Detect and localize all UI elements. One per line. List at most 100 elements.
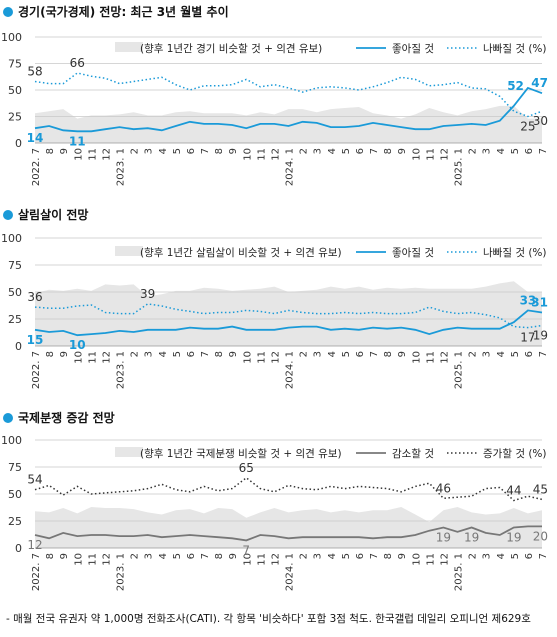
x-tick-label: 12 bbox=[270, 351, 281, 364]
x-tick-label: 4 bbox=[327, 553, 338, 559]
legend-band-label: (향후 1년간 국제분쟁 비슷할 것 + 의견 유보) bbox=[140, 448, 342, 460]
x-tick-label: 12 bbox=[101, 553, 112, 566]
x-tick-label: 2024. 1 bbox=[285, 351, 296, 389]
x-tick-label: 9 bbox=[228, 148, 239, 154]
legend-band-swatch bbox=[115, 447, 143, 457]
x-tick-label: 6 bbox=[524, 351, 535, 357]
x-tick-label: 5 bbox=[172, 553, 183, 559]
x-tick-label: 2 bbox=[468, 148, 479, 154]
y-tick-label: 25 bbox=[8, 313, 22, 326]
series-line-solid bbox=[34, 86, 543, 133]
x-tick-label: 8 bbox=[45, 148, 56, 154]
y-tick-label: 100 bbox=[1, 434, 22, 447]
x-tick-label: 2023. 1 bbox=[116, 351, 127, 389]
x-tick-label: 9 bbox=[59, 553, 70, 559]
x-tick-label: 2 bbox=[299, 351, 310, 357]
x-tick-label: 10 bbox=[73, 148, 84, 161]
x-tick-label: 2022. 7 bbox=[31, 148, 42, 186]
chart-title: 국제분쟁 증감 전망 bbox=[18, 410, 115, 425]
data-label: 19 bbox=[506, 530, 521, 544]
data-label: 25 bbox=[520, 120, 535, 134]
x-tick-label: 9 bbox=[228, 553, 239, 559]
x-tick-label: 6 bbox=[186, 148, 197, 154]
legend-band-swatch bbox=[115, 42, 143, 52]
legend-band-swatch bbox=[115, 246, 143, 256]
x-tick-label: 12 bbox=[101, 148, 112, 161]
x-tick-label: 2 bbox=[130, 148, 141, 154]
data-label: 11 bbox=[69, 134, 86, 148]
x-tick-label: 3 bbox=[482, 351, 493, 357]
x-tick-label: 6 bbox=[186, 553, 197, 559]
x-tick-label: 12 bbox=[101, 351, 112, 364]
legend-dotted-label: 증가할 것 (%) bbox=[483, 448, 547, 460]
y-tick-label: 75 bbox=[8, 259, 22, 272]
y-tick-label: 100 bbox=[1, 31, 22, 44]
chart-title: 경기(국가경제) 전망: 최근 3년 월별 추이 bbox=[18, 4, 229, 19]
footnote: - 매월 전국 유권자 약 1,000명 전화조사(CATI). 각 항목 '비… bbox=[6, 613, 531, 625]
x-tick-label: 2025. 1 bbox=[454, 148, 465, 186]
data-label: 44 bbox=[506, 483, 521, 497]
title-bullet-icon bbox=[3, 413, 13, 423]
x-tick-label: 5 bbox=[172, 148, 183, 154]
y-tick-label: 75 bbox=[8, 461, 22, 474]
legend: (향후 1년간 경기 비슷할 것 + 의견 유보) 좋아질 것 나빠질 것 (%) bbox=[115, 42, 547, 55]
x-tick-label: 2 bbox=[130, 553, 141, 559]
x-tick-label: 7 bbox=[369, 148, 380, 154]
x-tick-label: 7 bbox=[369, 351, 380, 357]
x-tick-label: 10 bbox=[411, 148, 422, 161]
data-label: 20 bbox=[533, 529, 548, 543]
x-tick-label: 2023. 1 bbox=[116, 148, 127, 186]
x-tick-label: 2 bbox=[299, 148, 310, 154]
data-label: 15 bbox=[27, 333, 44, 347]
x-tick-label: 9 bbox=[228, 351, 239, 357]
x-tick-label: 5 bbox=[172, 351, 183, 357]
x-tick-label: 8 bbox=[45, 351, 56, 357]
x-tick-label: 11 bbox=[425, 351, 436, 364]
x-tick-label: 9 bbox=[397, 351, 408, 357]
x-tick-label: 4 bbox=[496, 148, 507, 154]
x-tick-label: 8 bbox=[45, 553, 56, 559]
data-label: 10 bbox=[69, 338, 86, 352]
y-tick-label: 25 bbox=[8, 111, 22, 124]
x-tick-label: 9 bbox=[59, 148, 70, 154]
band-area bbox=[35, 105, 542, 143]
x-tick-label: 2025. 1 bbox=[454, 351, 465, 389]
x-tick-label: 4 bbox=[327, 351, 338, 357]
data-label: 33 bbox=[520, 293, 537, 307]
x-tick-label: 3 bbox=[144, 351, 155, 357]
series-line-dotted bbox=[34, 72, 543, 118]
x-tick-label: 12 bbox=[270, 553, 281, 566]
x-tick-label: 6 bbox=[524, 148, 535, 154]
x-tick-label: 2 bbox=[299, 553, 310, 559]
data-label: 14 bbox=[27, 131, 44, 145]
data-label: 19 bbox=[436, 530, 451, 544]
data-label: 45 bbox=[533, 482, 548, 496]
title-bullet-icon bbox=[3, 7, 13, 17]
legend-dotted-label: 나빠질 것 (%) bbox=[483, 247, 547, 259]
data-label: 7 bbox=[242, 543, 250, 557]
x-tick-label: 8 bbox=[214, 148, 225, 154]
x-tick-label: 12 bbox=[439, 553, 450, 566]
x-tick-label: 8 bbox=[214, 351, 225, 357]
x-tick-label: 11 bbox=[256, 148, 267, 161]
x-tick-label: 3 bbox=[144, 553, 155, 559]
x-tick-label: 2 bbox=[468, 351, 479, 357]
x-tick-label: 4 bbox=[496, 553, 507, 559]
x-tick-label: 9 bbox=[397, 148, 408, 154]
y-tick-label: 0 bbox=[15, 340, 22, 353]
x-tick-label: 11 bbox=[87, 148, 98, 161]
x-tick-label: 4 bbox=[158, 148, 169, 154]
title-bullet-icon bbox=[3, 210, 13, 220]
series-line-dotted bbox=[34, 303, 543, 329]
x-tick-label: 10 bbox=[73, 351, 84, 364]
legend-band-label: (향후 1년간 살림살이 비슷할 것 + 의견 유보) bbox=[140, 247, 342, 259]
x-tick-label: 5 bbox=[510, 148, 521, 154]
legend-solid-label: 좋아질 것 bbox=[392, 43, 434, 55]
x-tick-label: 11 bbox=[256, 553, 267, 566]
x-tick-label: 11 bbox=[87, 351, 98, 364]
data-label: 31 bbox=[531, 296, 548, 310]
x-tick-label: 3 bbox=[313, 351, 324, 357]
